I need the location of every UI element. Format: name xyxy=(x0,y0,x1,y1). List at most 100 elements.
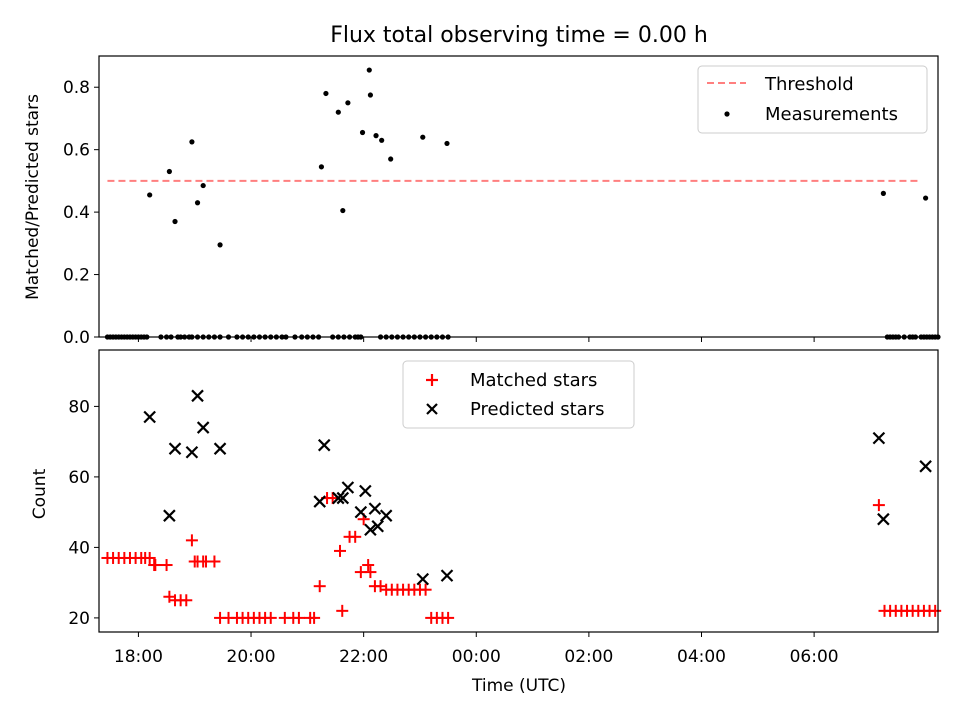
predicted-star-point xyxy=(313,495,327,508)
matched-star-point xyxy=(149,559,162,572)
ratio-y-tick-label: 0.6 xyxy=(63,141,90,161)
matched-star-point xyxy=(160,559,173,572)
matched-star-point xyxy=(326,492,339,505)
ratio-y-axis-label: Matched/Predicted stars xyxy=(23,94,43,300)
count-x-tick-label: 18:00 xyxy=(114,647,163,667)
ratio-y-tick-label: 0.4 xyxy=(63,203,90,223)
count-legend-matched-label: Matched stars xyxy=(470,370,597,391)
ratio-y-tick-label: 0.8 xyxy=(63,78,90,98)
predicted-star-point xyxy=(196,421,210,434)
count-x-tick-label: 22:00 xyxy=(339,647,388,667)
count-panel: 20 40 60 80 18:00 20:00 22:00 00:00 02:00 04:00 06… xyxy=(30,349,942,696)
measurement-point xyxy=(880,190,886,196)
count-x-tick-label: 04:00 xyxy=(677,647,726,667)
count-legend-box xyxy=(402,360,635,429)
count-y-tick-label: 20 xyxy=(68,609,90,629)
matched-star-point xyxy=(143,551,156,564)
predicted-star-point xyxy=(379,509,393,522)
predicted-star-point xyxy=(185,445,199,459)
count-x-tick-label: 06:00 xyxy=(790,647,839,667)
ratio-legend-measurements-marker xyxy=(724,111,730,117)
measurement-point xyxy=(367,92,374,98)
count-x-tick-label: 00:00 xyxy=(452,647,501,667)
matched-star-point xyxy=(334,544,347,557)
matched-star-point xyxy=(442,611,455,624)
ratio-y-tick-label: 0.2 xyxy=(63,266,90,286)
matched-star-point xyxy=(336,604,349,617)
matched-star-point xyxy=(292,611,305,624)
predicted-star-point xyxy=(359,484,372,498)
ratio-legend-measurements-label: Measurements xyxy=(765,104,898,125)
predicted-star-point xyxy=(872,431,886,445)
predicted-star-point xyxy=(416,572,430,586)
measurement-point xyxy=(373,133,379,139)
ratio-legend: Threshold Measurements xyxy=(697,65,928,134)
predicted-star-point xyxy=(877,512,890,526)
predicted-star-point xyxy=(317,438,331,452)
predicted-star-point xyxy=(191,389,204,403)
measurement-point xyxy=(200,182,206,189)
measurement-point xyxy=(189,139,195,145)
count-x-tick-label: 20:00 xyxy=(227,647,276,667)
matched-star-point xyxy=(208,555,221,568)
measurement-point xyxy=(366,67,372,73)
matched-star-point xyxy=(313,580,326,593)
count-y-tick-label: 40 xyxy=(68,538,90,558)
count-legend-predicted-marker xyxy=(426,403,438,415)
measurement-point xyxy=(172,218,178,225)
predicted-star-point xyxy=(440,569,454,582)
measurement-point xyxy=(444,140,450,147)
ratio-panel: 0.00.20.40.60.8 Matched/Predicted stars … xyxy=(23,55,941,348)
count-plot-frame xyxy=(98,349,939,633)
figure-title: Flux total observing time = 0.00 h xyxy=(330,23,708,48)
matched-star-point xyxy=(185,534,198,547)
measurement-point xyxy=(379,137,385,143)
predicted-star-point xyxy=(213,442,227,455)
measurement-point xyxy=(217,242,223,248)
matched-star-point xyxy=(872,499,885,512)
matched-star-point xyxy=(929,604,942,617)
count-legend-predicted-label: Predicted stars xyxy=(470,399,604,420)
predicted-star-point xyxy=(364,523,377,537)
measurement-point xyxy=(166,168,172,175)
count-legend-matched-marker xyxy=(426,374,438,386)
predicted-star-point xyxy=(354,505,368,519)
ratio-y-tick-label: 0.0 xyxy=(63,328,90,348)
measurement-point xyxy=(420,134,426,140)
predicted-star-point xyxy=(919,460,932,473)
measurement-point xyxy=(345,100,351,106)
matched-star-point xyxy=(180,594,193,607)
measurement-point xyxy=(335,109,341,115)
measurement-point xyxy=(388,156,394,162)
predicted-star-point xyxy=(332,491,345,505)
measurement-point xyxy=(340,207,346,214)
matched-star-point xyxy=(419,583,432,596)
count-y-tick-label: 80 xyxy=(68,397,90,417)
predicted-star-point xyxy=(336,491,350,505)
predicted-star-point xyxy=(143,410,156,424)
matched-star-point xyxy=(308,611,321,624)
measurement-point xyxy=(194,200,201,206)
predicted-star-point xyxy=(168,442,182,455)
count-x-tick-label: 02:00 xyxy=(564,647,613,667)
count-y-axis-label: Count xyxy=(30,468,50,519)
count-x-axis-label: Time (UTC) xyxy=(471,676,566,696)
measurement-point xyxy=(359,129,366,136)
measurement-point xyxy=(318,164,325,170)
matched-star-point xyxy=(264,611,277,624)
predicted-star-point xyxy=(163,509,176,522)
ratio-legend-box xyxy=(697,65,928,134)
predicted-star-point xyxy=(341,481,355,494)
ratio-legend-threshold-label: Threshold xyxy=(764,74,854,95)
measurement-point xyxy=(923,195,929,201)
matched-star-point xyxy=(349,530,362,543)
measurement-point xyxy=(323,90,329,97)
ratio-plot-frame xyxy=(98,55,939,338)
count-y-tick-label: 60 xyxy=(68,468,90,488)
predicted-star-point xyxy=(368,502,382,515)
count-legend: Matched stars Predicted stars xyxy=(402,360,635,429)
matched-star-point xyxy=(364,566,377,579)
measurement-point xyxy=(147,192,153,198)
predicted-star-point xyxy=(371,519,385,533)
